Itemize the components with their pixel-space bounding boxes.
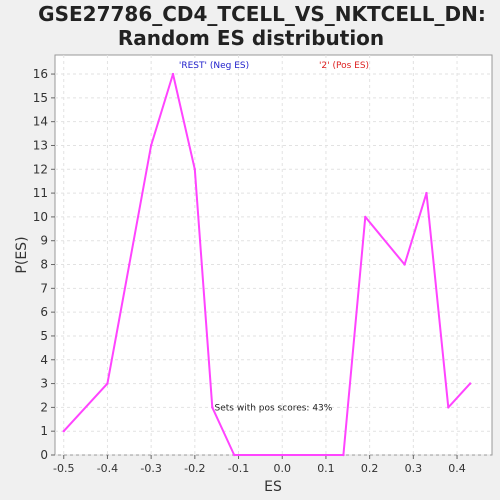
y-tick-label: 5	[40, 329, 48, 343]
y-tick-label: 10	[33, 210, 48, 224]
y-tick-label: 12	[33, 162, 48, 176]
y-tick-label: 15	[33, 91, 48, 105]
y-tick-label: 6	[40, 305, 48, 319]
x-tick-label: 0.4	[448, 462, 466, 475]
x-tick-label: 0.2	[361, 462, 379, 475]
y-tick-label: 3	[40, 377, 48, 391]
data-point	[106, 382, 109, 385]
data-point	[62, 429, 65, 433]
data-point	[364, 215, 367, 219]
chart-title-line-1: GSE27786_CD4_TCELL_VS_NKTCELL_DN:	[38, 2, 486, 26]
legend: 'REST' (Neg ES) '2' (Pos ES)	[179, 61, 369, 71]
y-tick-label: 7	[40, 281, 48, 295]
x-tick-label: -0.3	[140, 462, 161, 475]
data-point	[171, 72, 175, 76]
data-point	[128, 263, 131, 266]
y-tick-label: 16	[33, 67, 48, 81]
x-tick-label: -0.2	[184, 462, 205, 475]
data-point	[232, 453, 236, 457]
x-tick-label: -0.1	[228, 462, 249, 475]
chart-title-line-2: Random ES distribution	[118, 26, 384, 50]
data-point	[425, 191, 428, 195]
data-point	[403, 263, 406, 266]
x-axis-label: ES	[264, 479, 282, 495]
legend-entry: '2' (Pos ES)	[319, 61, 369, 71]
data-point	[447, 406, 450, 409]
x-tick-label: 0.0	[273, 462, 291, 475]
y-tick-label: 8	[40, 258, 48, 272]
data-point	[468, 382, 472, 385]
x-tick-label: 0.3	[405, 462, 423, 475]
data-point	[211, 406, 214, 409]
series-line	[62, 73, 471, 456]
data-point	[193, 168, 197, 171]
y-tick-label: 4	[40, 353, 48, 367]
x-tick-label: 0.1	[317, 462, 335, 475]
y-tick-label: 9	[40, 234, 48, 248]
plot-area	[54, 54, 493, 456]
y-axis-label: P(ES)	[14, 236, 30, 273]
y-tick-label: 2	[40, 400, 48, 414]
x-tick-label: -0.5	[53, 462, 74, 475]
x-tick-label: -0.4	[97, 462, 118, 475]
y-tick-label: 1	[40, 424, 48, 438]
y-tick-label: 11	[33, 186, 48, 200]
annotation-text: Sets with pos scores: 43%	[215, 403, 333, 413]
legend-entry: 'REST' (Neg ES)	[179, 61, 249, 71]
series-lines	[62, 72, 472, 457]
y-tick-label: 0	[40, 448, 48, 462]
data-point	[149, 144, 153, 147]
y-tick-label: 14	[33, 115, 48, 129]
data-point	[342, 453, 345, 457]
y-tick-label: 13	[33, 138, 48, 152]
axes: -0.5 -0.4 -0.3 -0.2 -0.1 0.0 0.1 0.2 0.3 0.401234…	[33, 67, 466, 475]
annotations: Sets with pos scores: 43%	[215, 403, 333, 413]
